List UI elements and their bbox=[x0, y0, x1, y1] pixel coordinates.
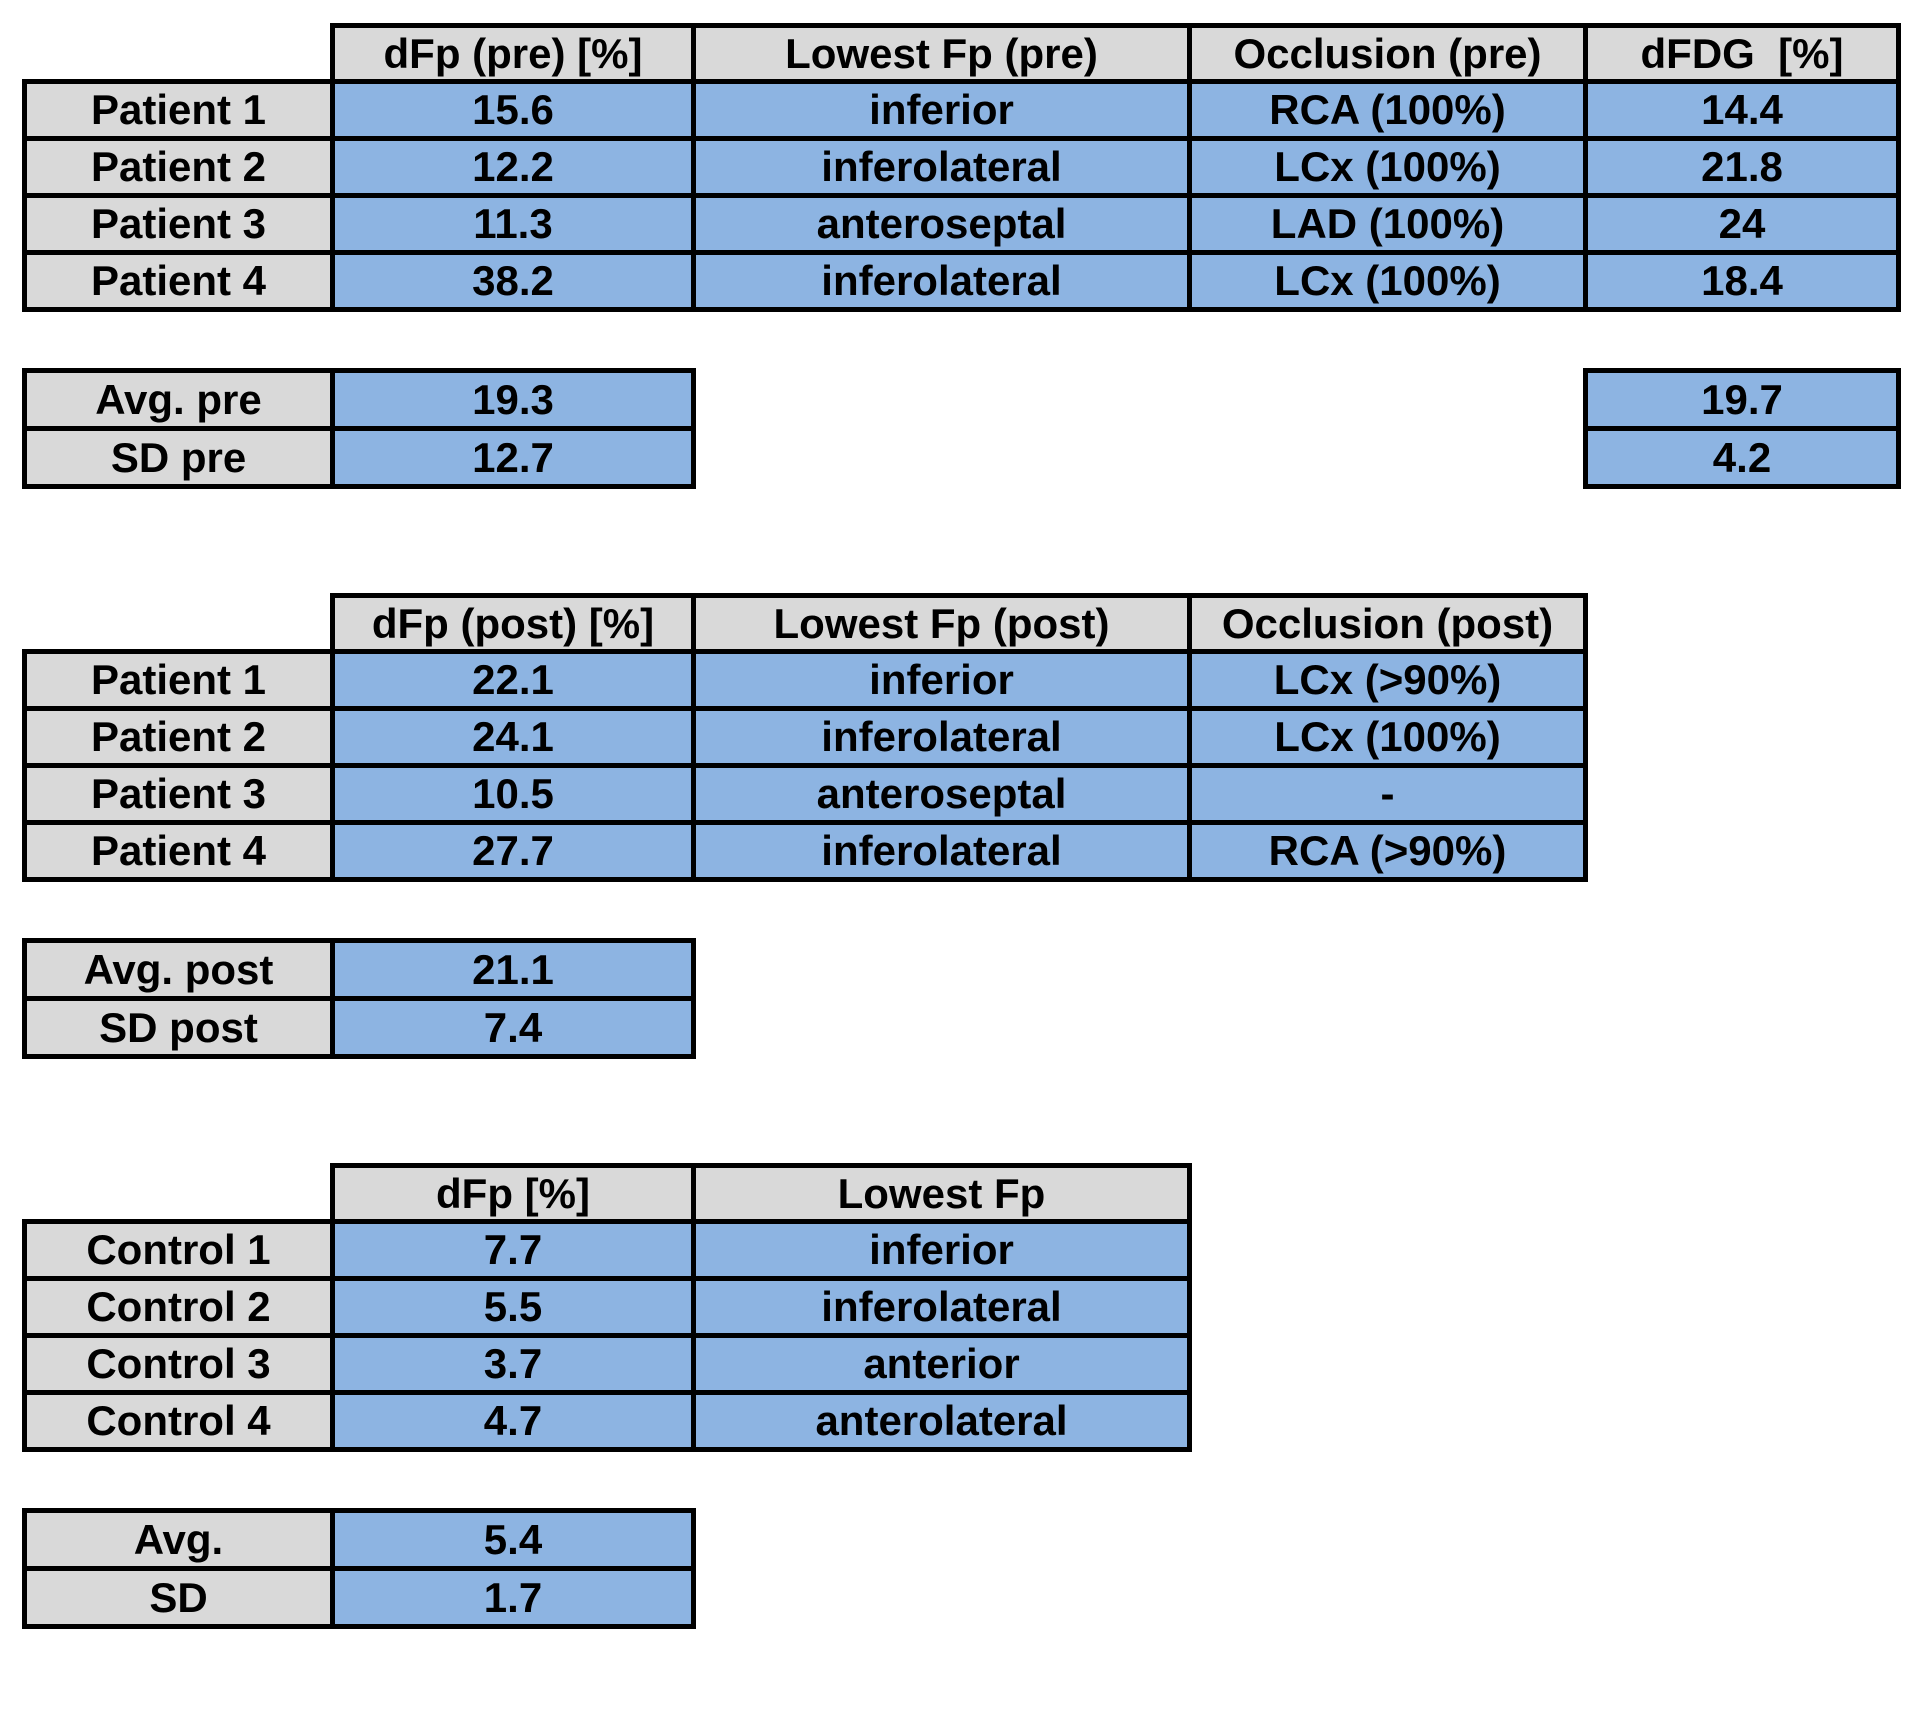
value-cell: 12.7 bbox=[335, 431, 691, 484]
value-cell: 12.2 bbox=[335, 141, 691, 193]
row-label-cell: Patient 2 bbox=[27, 711, 330, 763]
value-cell: inferolateral bbox=[696, 711, 1187, 763]
value-cell: anterior bbox=[696, 1338, 1187, 1390]
row-label-cell: Avg. post bbox=[27, 943, 330, 996]
value-cell: 38.2 bbox=[335, 255, 691, 307]
row-label-cell: Patient 4 bbox=[27, 825, 330, 877]
row-label-cell: Avg. pre bbox=[27, 373, 330, 426]
value-cell: 19.3 bbox=[335, 373, 691, 426]
row-label-cell: Control 3 bbox=[27, 1338, 330, 1390]
value-cell: inferolateral bbox=[696, 255, 1187, 307]
header-cell: Lowest Fp bbox=[696, 1168, 1187, 1219]
row-label-cell: Patient 4 bbox=[27, 255, 330, 307]
value-cell: 5.5 bbox=[335, 1281, 691, 1333]
value-cell: 11.3 bbox=[335, 198, 691, 250]
value-cell: inferior bbox=[696, 654, 1187, 706]
value-cell: inferior bbox=[696, 84, 1187, 136]
row-label-cell: Patient 1 bbox=[27, 654, 330, 706]
header-cell: dFp [%] bbox=[335, 1168, 691, 1219]
value-cell: 18.4 bbox=[1588, 255, 1896, 307]
header-cell: dFp (post) [%] bbox=[335, 598, 691, 649]
row-label-cell: Patient 1 bbox=[27, 84, 330, 136]
value-cell: 21.8 bbox=[1588, 141, 1896, 193]
value-cell: 7.4 bbox=[335, 1001, 691, 1054]
value-cell: 5.4 bbox=[335, 1513, 691, 1566]
row-label-cell: Patient 3 bbox=[27, 768, 330, 820]
row-label-cell: Avg. bbox=[27, 1513, 330, 1566]
header-cell: Occlusion (pre) bbox=[1192, 28, 1583, 79]
value-cell: - bbox=[1192, 768, 1583, 820]
value-cell: 27.7 bbox=[335, 825, 691, 877]
header-cell: Occlusion (post) bbox=[1192, 598, 1583, 649]
header-cell: Lowest Fp (post) bbox=[696, 598, 1187, 649]
value-cell: LCx (100%) bbox=[1192, 711, 1583, 763]
value-cell: 22.1 bbox=[335, 654, 691, 706]
header-cell: dFp (pre) [%] bbox=[335, 28, 691, 79]
pre-table-body: Patient 1 15.6 inferior RCA (100%) 14.4 … bbox=[22, 79, 1901, 312]
header-cell: dFDG [%] bbox=[1588, 28, 1896, 79]
value-cell: 21.1 bbox=[335, 943, 691, 996]
value-cell: anteroseptal bbox=[696, 198, 1187, 250]
value-cell: 4.2 bbox=[1588, 431, 1896, 484]
value-cell: LAD (100%) bbox=[1192, 198, 1583, 250]
post-table-header-row: dFp (post) [%] Lowest Fp (post) Occlusio… bbox=[330, 593, 1588, 649]
value-cell: 24 bbox=[1588, 198, 1896, 250]
value-cell: inferolateral bbox=[696, 1281, 1187, 1333]
header-cell: Lowest Fp (pre) bbox=[696, 28, 1187, 79]
value-cell: LCx (100%) bbox=[1192, 255, 1583, 307]
pre-dfdg-summary-table: 19.7 4.2 bbox=[1583, 368, 1901, 489]
value-cell: LCx (100%) bbox=[1192, 141, 1583, 193]
controls-table-header-row: dFp [%] Lowest Fp bbox=[330, 1163, 1192, 1219]
post-dfp-summary-table: Avg. post 21.1 SD post 7.4 bbox=[22, 938, 696, 1059]
value-cell: 15.6 bbox=[335, 84, 691, 136]
row-label-cell: SD post bbox=[27, 1001, 330, 1054]
value-cell: 1.7 bbox=[335, 1571, 691, 1624]
value-cell: 24.1 bbox=[335, 711, 691, 763]
row-label-cell: Control 1 bbox=[27, 1224, 330, 1276]
value-cell: anteroseptal bbox=[696, 768, 1187, 820]
row-label-cell: SD bbox=[27, 1571, 330, 1624]
value-cell: RCA (>90%) bbox=[1192, 825, 1583, 877]
value-cell: 14.4 bbox=[1588, 84, 1896, 136]
value-cell: inferior bbox=[696, 1224, 1187, 1276]
value-cell: RCA (100%) bbox=[1192, 84, 1583, 136]
pre-dfp-summary-table: Avg. pre 19.3 SD pre 12.7 bbox=[22, 368, 696, 489]
row-label-cell: SD pre bbox=[27, 431, 330, 484]
row-label-cell: Control 2 bbox=[27, 1281, 330, 1333]
value-cell: 19.7 bbox=[1588, 373, 1896, 426]
value-cell: 7.7 bbox=[335, 1224, 691, 1276]
value-cell: 4.7 bbox=[335, 1395, 691, 1447]
pre-table-header-row: dFp (pre) [%] Lowest Fp (pre) Occlusion … bbox=[330, 23, 1901, 79]
value-cell: 10.5 bbox=[335, 768, 691, 820]
value-cell: inferolateral bbox=[696, 141, 1187, 193]
controls-dfp-summary-table: Avg. 5.4 SD 1.7 bbox=[22, 1508, 696, 1629]
row-label-cell: Patient 2 bbox=[27, 141, 330, 193]
row-label-cell: Control 4 bbox=[27, 1395, 330, 1447]
value-cell: anterolateral bbox=[696, 1395, 1187, 1447]
value-cell: inferolateral bbox=[696, 825, 1187, 877]
controls-table-body: Control 1 7.7 inferior Control 2 5.5 inf… bbox=[22, 1219, 1192, 1452]
value-cell: 3.7 bbox=[335, 1338, 691, 1390]
post-table-body: Patient 1 22.1 inferior LCx (>90%) Patie… bbox=[22, 649, 1588, 882]
value-cell: LCx (>90%) bbox=[1192, 654, 1583, 706]
row-label-cell: Patient 3 bbox=[27, 198, 330, 250]
